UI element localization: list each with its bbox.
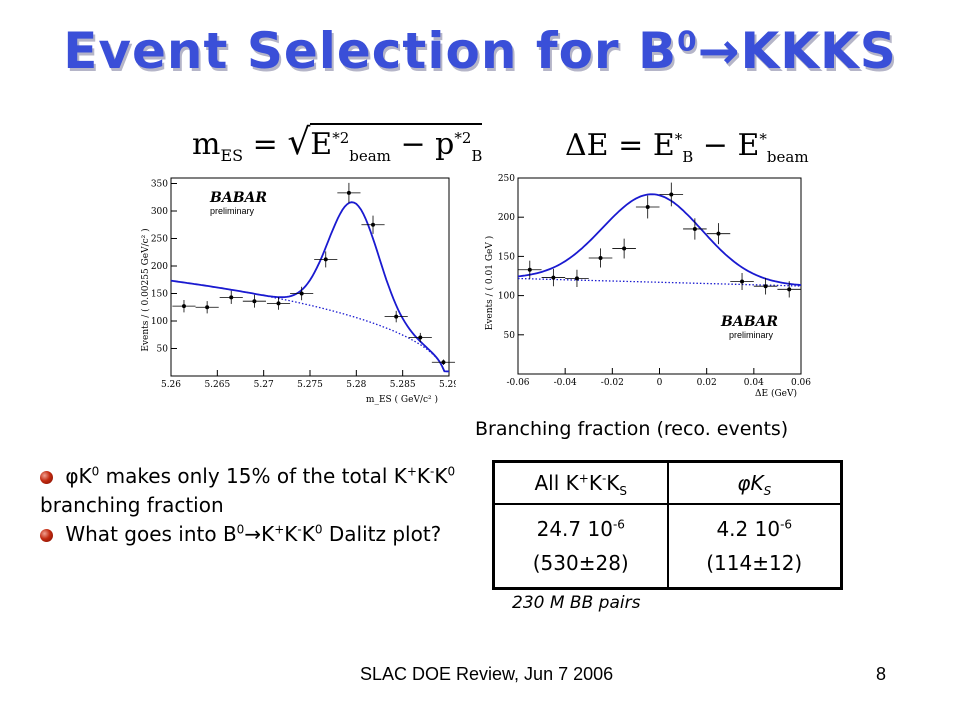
data-point	[692, 226, 697, 231]
y-tick-label: 100	[498, 292, 515, 302]
data-point	[229, 295, 234, 300]
deltae-formula: ΔE = E*B − E*beam	[565, 128, 809, 166]
x-tick-label: 0	[657, 378, 663, 388]
bullet-item-phik0: φK0 makes only 15% of the total K+K-K0 b…	[40, 464, 456, 517]
deltae-x-axis-label: ΔE (GeV)	[755, 388, 797, 399]
x-tick-label: -0.02	[601, 378, 624, 388]
x-tick-label: 0.02	[697, 378, 717, 388]
y-tick-label: 100	[151, 317, 168, 327]
data-point	[787, 287, 792, 292]
mes-plot: Events / ( 0.00255 GeV/c² ) m_ES ( GeV/c…	[140, 177, 456, 405]
table-header-all: All K+K-KS	[492, 460, 669, 505]
x-tick-label: 5.27	[254, 380, 274, 390]
data-point	[205, 305, 210, 310]
y-tick-label: 200	[151, 262, 168, 272]
fit-curve	[517, 193, 802, 286]
x-tick-label: 5.26	[161, 380, 181, 390]
y-tick-label: 50	[157, 345, 169, 355]
table-cell-phiks: 4.2 10-6 (114±12)	[666, 503, 843, 590]
y-tick-label: 150	[498, 252, 515, 262]
x-tick-label: -0.04	[554, 378, 577, 388]
x-tick-label: 5.29	[439, 380, 456, 390]
mes-logo-sub: preliminary	[210, 206, 255, 216]
data-point	[740, 279, 745, 284]
y-tick-label: 200	[498, 213, 515, 223]
mes-formula: mES = √E*2beam − p*2B	[192, 122, 483, 165]
data-point	[551, 275, 556, 280]
data-point	[669, 192, 674, 197]
y-tick-label: 50	[504, 331, 516, 341]
mes-y-axis-label: Events / ( 0.00255 GeV/c² )	[140, 228, 151, 351]
data-point	[622, 246, 627, 251]
slide-title: Event Selection for B0→KKKS	[63, 22, 897, 80]
data-point	[716, 231, 721, 236]
mes-logo: BABAR	[209, 190, 267, 206]
background-curve	[517, 277, 801, 287]
data-point	[574, 276, 579, 281]
x-tick-label: 5.275	[297, 380, 323, 390]
x-tick-label: 5.285	[390, 380, 416, 390]
bullet-list: φK0 makes only 15% of the total K+K-K0 b…	[40, 462, 460, 549]
data-point	[323, 257, 328, 262]
branching-fraction-label: Branching fraction (reco. events)	[475, 418, 789, 440]
deltae-logo: BABAR	[720, 314, 778, 330]
page-number: 8	[876, 664, 887, 684]
table-cell-all: 24.7 10-6 (530±28)	[492, 503, 669, 590]
data-point	[346, 190, 351, 195]
x-tick-label: -0.06	[506, 378, 529, 388]
x-tick-label: 0.06	[791, 378, 811, 388]
bullet-icon	[40, 471, 53, 484]
y-tick-label: 250	[151, 235, 168, 245]
data-point	[527, 267, 532, 272]
y-tick-label: 300	[151, 207, 168, 217]
deltae-logo-sub: preliminary	[729, 330, 774, 340]
y-tick-label: 150	[151, 290, 168, 300]
mes-x-axis-label: m_ES ( GeV/c² )	[366, 394, 438, 405]
y-tick-label: 350	[151, 180, 168, 190]
branching-fraction-table: All K+K-KS φKS 24.7 10-6 (530±28) 4.2 10-…	[492, 460, 843, 590]
data-point	[394, 314, 399, 319]
bullet-item-dalitz: What goes into B0→K+K-K0 Dalitz plot?	[40, 520, 460, 549]
data-point	[252, 299, 257, 304]
data-point	[598, 255, 603, 260]
table-header-phiks: φKS	[666, 460, 843, 505]
x-tick-label: 5.265	[204, 380, 230, 390]
data-point	[276, 301, 281, 306]
bullet-icon	[40, 529, 53, 542]
deltae-plot: Events / ( 0.01 GeV ) ΔE (GeV) BABAR pre…	[484, 174, 811, 399]
bb-pairs-note: 230 M BB pairs	[512, 593, 641, 613]
x-tick-label: 0.04	[744, 378, 764, 388]
data-point	[181, 304, 186, 309]
footer-text: SLAC DOE Review, Jun 7 2006	[360, 664, 614, 684]
x-tick-label: 5.28	[346, 380, 366, 390]
data-point	[371, 222, 376, 227]
data-point	[418, 335, 423, 340]
data-point	[299, 291, 304, 296]
fit-curve	[170, 201, 449, 373]
data-point	[763, 284, 768, 289]
deltae-y-axis-label: Events / ( 0.01 GeV )	[484, 236, 495, 330]
y-tick-label: 250	[498, 174, 515, 184]
data-point	[645, 205, 650, 210]
data-point	[441, 360, 446, 365]
